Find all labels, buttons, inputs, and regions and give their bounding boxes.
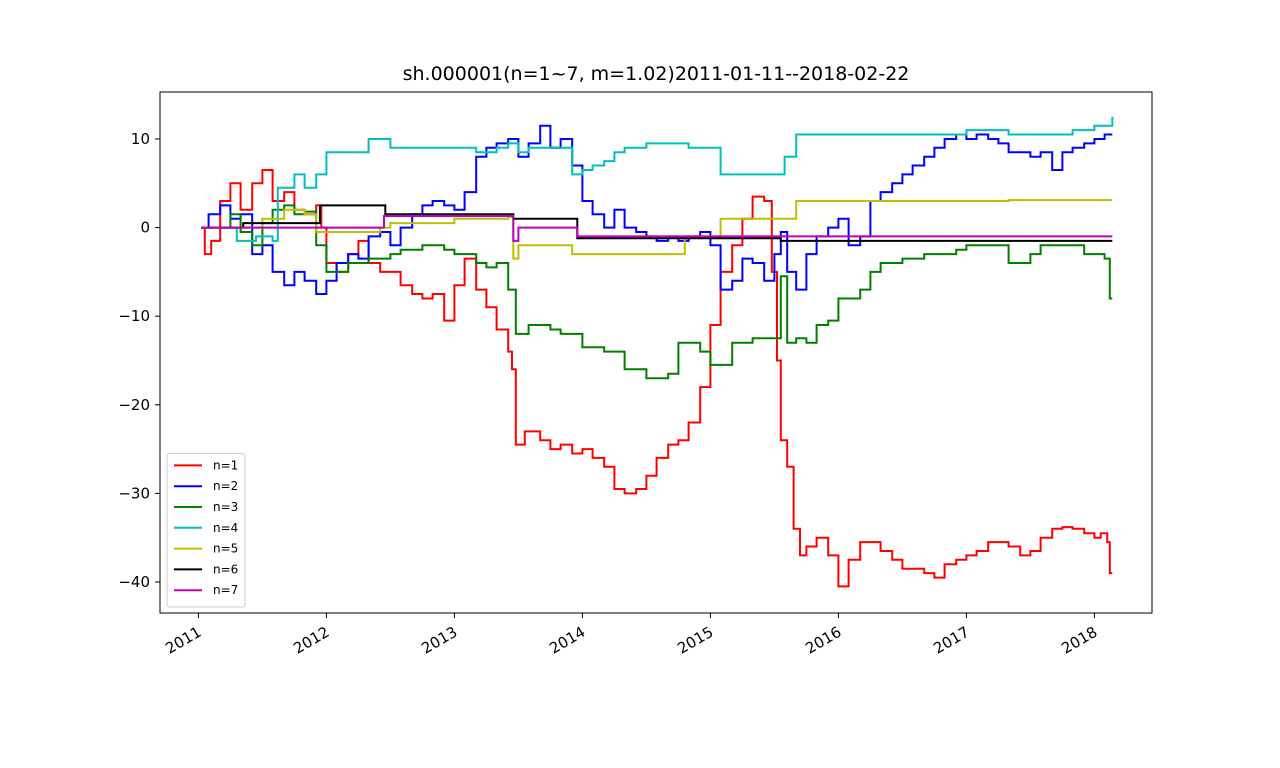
legend-label-3: n=3 bbox=[213, 500, 238, 514]
series-layer bbox=[201, 116, 1114, 588]
x-tick-label-2018: 2018 bbox=[1058, 623, 1100, 658]
series-line-5 bbox=[201, 199, 1113, 260]
chart-title: sh.000001(n=1~7, m=1.02)2011-01-11--2018… bbox=[403, 63, 910, 85]
y-tick-label--10: −10 bbox=[118, 307, 150, 325]
x-tick-label-2016: 2016 bbox=[802, 623, 844, 658]
y-tick-label--40: −40 bbox=[118, 573, 150, 591]
legend-label-2: n=2 bbox=[213, 479, 238, 493]
legend-label-4: n=4 bbox=[213, 521, 238, 535]
series-line-3 bbox=[201, 204, 1113, 380]
y-axis: 10 0 −10 −20 −30 −40 bbox=[118, 130, 160, 591]
y-tick-label--30: −30 bbox=[118, 484, 150, 502]
series-line-7 bbox=[201, 215, 1113, 242]
y-tick-label-10: 10 bbox=[131, 130, 150, 148]
x-tick-label-2017: 2017 bbox=[930, 623, 972, 658]
x-tick-label-2011: 2011 bbox=[162, 623, 204, 658]
legend-label-5: n=5 bbox=[213, 542, 238, 556]
x-tick-label-2014: 2014 bbox=[546, 623, 588, 658]
series-line-6 bbox=[201, 204, 1113, 242]
series-line-4 bbox=[201, 116, 1114, 242]
x-tick-label-2012: 2012 bbox=[290, 623, 332, 658]
legend-label-7: n=7 bbox=[213, 583, 238, 597]
y-tick-label--20: −20 bbox=[118, 396, 150, 414]
x-tick-label-2015: 2015 bbox=[674, 623, 716, 658]
y-tick-label-0: 0 bbox=[140, 219, 150, 237]
legend: n=1 n=2 n=3 n=4 n=5 n=6 n=7 bbox=[166, 452, 246, 608]
plot-frame bbox=[159, 91, 1153, 614]
x-axis: 2011 2012 2013 2014 2015 2016 2017 2018 bbox=[162, 613, 1100, 658]
legend-label-6: n=6 bbox=[213, 562, 238, 576]
series-line-2 bbox=[201, 124, 1113, 295]
x-tick-label-2013: 2013 bbox=[418, 623, 460, 658]
legend-label-1: n=1 bbox=[213, 458, 238, 472]
